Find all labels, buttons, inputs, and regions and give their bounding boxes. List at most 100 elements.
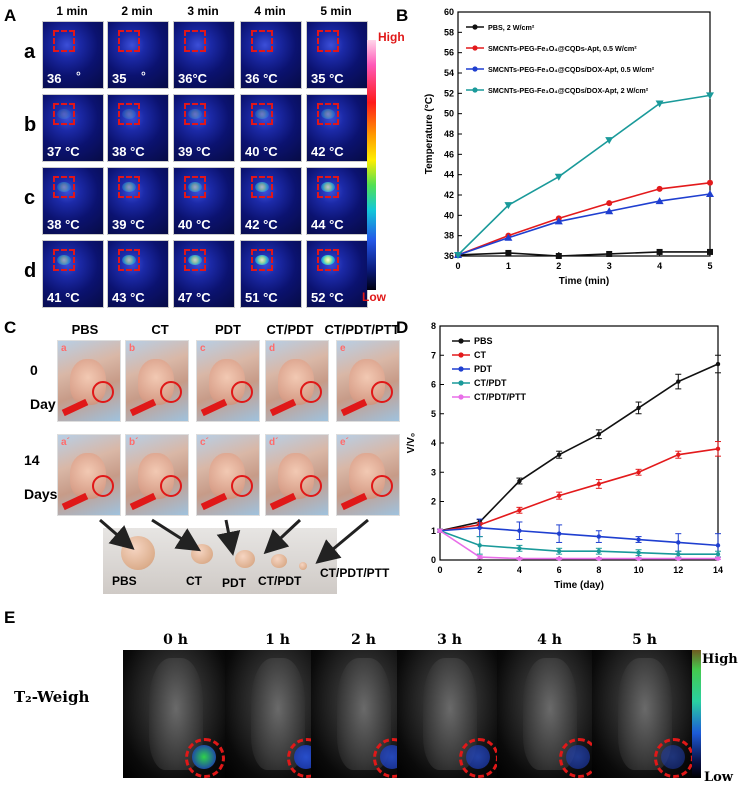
roi-box [184, 103, 206, 125]
temperature-label: 47 °C [178, 290, 211, 305]
x-tick-label: 4 [517, 565, 522, 575]
row-label-a: a [24, 41, 36, 63]
y-tick-label: 58 [444, 27, 454, 37]
tumor-label: PDT [222, 576, 246, 590]
mri-image [592, 650, 697, 778]
y-tick-label: 60 [444, 7, 454, 17]
tumor-ring [654, 738, 694, 778]
y-tick-label: 1 [431, 526, 436, 536]
thermal-image: 47 °C [173, 240, 235, 308]
roi-box [184, 249, 206, 271]
data-point [477, 525, 482, 531]
excised-tumor-photo [103, 528, 337, 594]
temperature-label: 39 °C [112, 217, 145, 232]
data-point [505, 249, 512, 256]
x-tick-label: 5 [707, 261, 712, 271]
temperature-label: 51 °C [245, 290, 278, 305]
thermal-image: 36°C [173, 21, 235, 89]
thermal-image: 40 °C [173, 167, 235, 235]
roi-box [317, 176, 339, 198]
colorbar-low-label: Low [362, 290, 386, 304]
mouse-photo: c´ [196, 434, 260, 516]
row-label-b: b [24, 114, 37, 136]
data-point [605, 207, 614, 215]
row-label-c: c [24, 187, 36, 209]
series-line [439, 530, 718, 560]
y-tick-label: 3 [431, 467, 436, 477]
photo-tag: e [340, 343, 346, 354]
data-point [596, 549, 602, 554]
thermal-image: 36 °C [240, 21, 302, 89]
data-point [636, 537, 641, 542]
data-point [556, 531, 562, 536]
data-point [606, 250, 613, 257]
tumor-sample [299, 562, 307, 570]
roi-box [184, 30, 206, 52]
panel-a-label: A [4, 6, 17, 25]
time-label-3: 3 min [187, 4, 219, 18]
data-point [556, 452, 562, 457]
tumor-sample [191, 544, 213, 564]
data-point [596, 481, 602, 487]
thermal-image: 38 °C [107, 94, 169, 162]
thermal-image: 39 °C [107, 167, 169, 235]
hot-spot [255, 109, 269, 119]
tumor-circle [371, 475, 393, 497]
time-label-2: 2 min [121, 4, 153, 18]
legend-entry: SMCNTs-PEG-Fe₃O₄@CQDs-Apt, 0.5 W/cm² [488, 44, 637, 53]
temperature-label: 36 [47, 71, 62, 86]
data-point [707, 248, 713, 255]
roi-box [251, 30, 273, 52]
y-tick-label: 52 [444, 88, 454, 98]
data-point [636, 550, 641, 555]
roi-box [53, 249, 75, 271]
photo-tag: b´ [129, 437, 139, 448]
data-point [706, 92, 714, 100]
thermal-image: 41 °C [42, 240, 104, 308]
legend-entry: CT [474, 350, 486, 360]
tumor-circle [160, 381, 182, 403]
photo-tag: d [269, 343, 276, 354]
x-tick-label: 6 [557, 565, 562, 575]
tumor-circle [231, 381, 253, 403]
mri-time-label: 3 h [437, 632, 462, 648]
data-point [715, 551, 721, 557]
thermal-image: 38 °C [42, 167, 104, 235]
roi-box [317, 249, 339, 271]
photo-tag: a´ [61, 437, 70, 448]
mri-time-label: 1 h [265, 632, 290, 648]
legend-marker [458, 352, 464, 358]
thermal-image: 42 °C [306, 94, 368, 162]
group-label: PDT [215, 322, 241, 337]
data-point [556, 493, 562, 498]
temperature-label: 36°C [178, 71, 208, 86]
data-point [517, 508, 522, 513]
x-tick-label: 2 [556, 261, 561, 271]
temperature-label: 39 °C [178, 144, 211, 159]
x-tick-label: 10 [634, 565, 644, 575]
tumor-sample [235, 550, 255, 568]
hot-spot [188, 109, 202, 119]
temperature-label: 44 °C [311, 217, 344, 232]
tumor-ring [185, 738, 225, 778]
degree-mark: ° [141, 69, 146, 83]
mouse-photo: d [265, 340, 329, 422]
x-tick-label: 14 [713, 565, 723, 575]
data-point [477, 554, 482, 560]
data-point [605, 137, 614, 145]
tumor-circle [371, 381, 393, 403]
mri-high-label: High [702, 652, 738, 667]
tumor-label: PBS [112, 574, 137, 588]
mouse-photo: e´ [336, 434, 400, 516]
data-point [676, 556, 681, 561]
mri-time-label: 4 h [537, 632, 562, 648]
hot-spot [321, 255, 335, 265]
tumor-circle [92, 381, 114, 403]
y-tick-label: 8 [431, 321, 436, 331]
y-axis-label: Temperature (°C) [424, 94, 435, 175]
group-label: PBS [71, 322, 99, 337]
y-tick-label: 48 [444, 129, 454, 139]
mouse-photo: b [125, 340, 189, 422]
data-point [676, 379, 681, 384]
